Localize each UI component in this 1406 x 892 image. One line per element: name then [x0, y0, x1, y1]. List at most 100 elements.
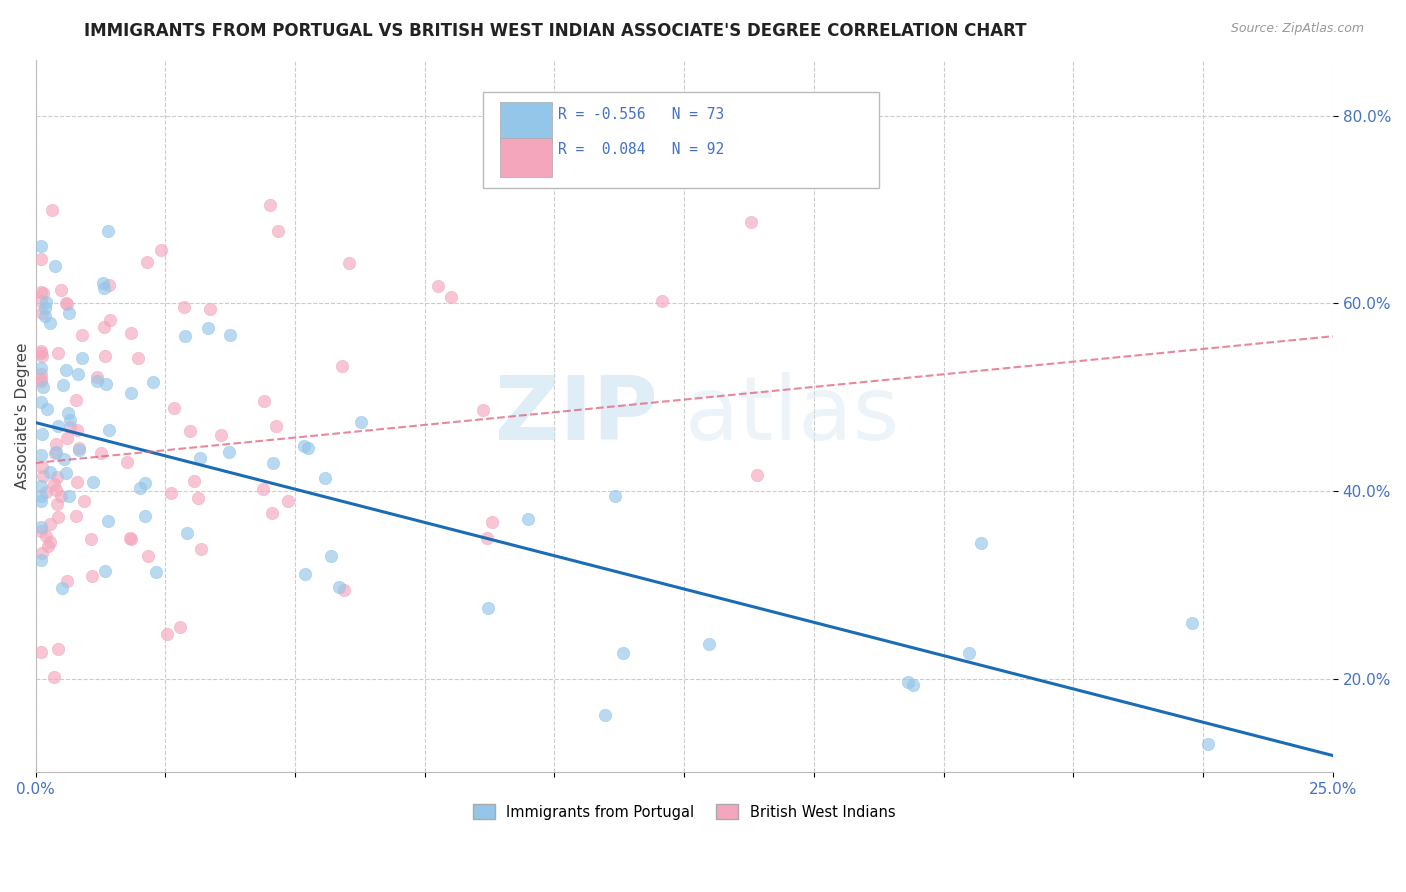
Point — [55, 466, 77, 480]
Point — [86, 370, 108, 384]
Point — [34, 301, 56, 315]
Point — [34, 485, 56, 500]
Point — [1181, 615, 1204, 630]
Point — [58, 489, 80, 503]
Point — [176, 525, 198, 540]
Point — [97, 423, 120, 437]
Point — [209, 428, 232, 442]
Point — [34, 309, 56, 323]
Point — [39, 465, 62, 479]
Point — [697, 637, 720, 651]
Point — [66, 423, 89, 437]
Point — [42, 670, 65, 684]
Point — [65, 509, 87, 524]
Point — [56, 296, 79, 310]
Point — [957, 646, 980, 660]
Point — [129, 481, 152, 495]
Point — [73, 494, 96, 508]
Point — [82, 569, 104, 583]
Point — [32, 285, 55, 300]
Point — [55, 363, 77, 377]
Point — [262, 456, 284, 470]
Point — [173, 300, 195, 314]
Point — [1197, 737, 1219, 751]
FancyBboxPatch shape — [501, 103, 551, 142]
Point — [31, 546, 53, 560]
Point — [145, 565, 167, 579]
Point — [136, 549, 159, 563]
Point — [93, 320, 115, 334]
Point — [294, 566, 316, 581]
Point — [150, 243, 173, 257]
Point — [35, 294, 58, 309]
Point — [135, 254, 157, 268]
Point — [127, 351, 149, 365]
Point — [58, 306, 80, 320]
Point — [80, 533, 103, 547]
Text: IMMIGRANTS FROM PORTUGAL VS BRITISH WEST INDIAN ASSOCIATE'S DEGREE CORRELATION C: IMMIGRANTS FROM PORTUGAL VS BRITISH WEST… — [84, 22, 1026, 40]
Point — [98, 313, 121, 327]
Point — [30, 374, 52, 388]
Point — [45, 444, 67, 458]
Point — [51, 489, 73, 503]
Point — [134, 508, 156, 523]
Point — [30, 479, 52, 493]
Point — [651, 293, 673, 308]
Point — [740, 215, 762, 229]
Point — [179, 424, 201, 438]
Point — [45, 470, 67, 484]
Point — [97, 514, 120, 528]
Text: R =  0.084   N = 92: R = 0.084 N = 92 — [558, 142, 724, 157]
Point — [174, 329, 197, 343]
Point — [319, 549, 342, 563]
Point — [52, 452, 75, 467]
Point — [49, 283, 72, 297]
Point — [603, 489, 626, 503]
Point — [426, 278, 449, 293]
Point — [897, 675, 920, 690]
Point — [37, 539, 59, 553]
Point — [332, 583, 354, 598]
Point — [86, 374, 108, 388]
Point — [97, 278, 120, 293]
Point — [163, 401, 186, 416]
Point — [259, 197, 281, 211]
Point — [169, 619, 191, 633]
Point — [90, 446, 112, 460]
Point — [52, 377, 75, 392]
Point — [218, 444, 240, 458]
Point — [44, 446, 66, 460]
Text: ZIP: ZIP — [495, 373, 658, 459]
Point — [56, 574, 79, 588]
Point — [219, 328, 242, 343]
Point — [526, 133, 548, 147]
Point — [187, 491, 209, 506]
Point — [30, 553, 52, 567]
Point — [30, 489, 52, 503]
Point — [46, 497, 69, 511]
Point — [188, 450, 211, 465]
FancyBboxPatch shape — [484, 92, 879, 188]
FancyBboxPatch shape — [501, 138, 551, 178]
Point — [350, 415, 373, 429]
Point — [30, 372, 52, 386]
Point — [30, 645, 52, 659]
Point — [59, 420, 82, 434]
Point — [253, 393, 276, 408]
Point — [314, 471, 336, 485]
Point — [67, 443, 90, 458]
Point — [94, 564, 117, 578]
Point — [45, 483, 67, 497]
Point — [51, 581, 73, 595]
Point — [120, 385, 142, 400]
Point — [120, 532, 142, 546]
Point — [477, 601, 499, 615]
Point — [30, 448, 52, 462]
Text: Source: ZipAtlas.com: Source: ZipAtlas.com — [1230, 22, 1364, 36]
Point — [160, 485, 183, 500]
Point — [183, 474, 205, 488]
Point — [30, 346, 52, 360]
Point — [35, 529, 58, 543]
Point — [120, 326, 142, 340]
Point — [190, 542, 212, 557]
